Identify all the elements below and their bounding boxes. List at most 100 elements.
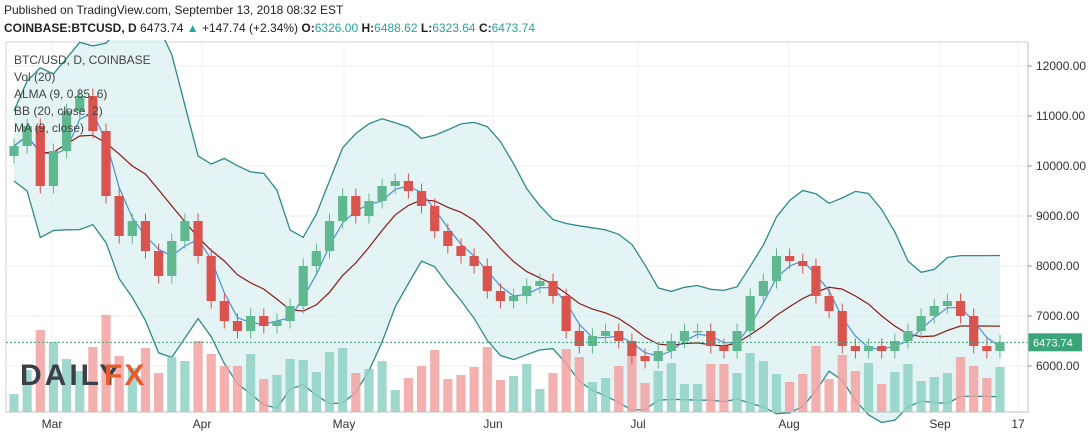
volume-bar <box>627 354 637 412</box>
candle-body <box>324 221 335 251</box>
y-tick-label: 10000.00 <box>1036 159 1086 173</box>
candle-body <box>811 266 821 296</box>
open-label: O: <box>301 21 315 35</box>
volume-bar <box>285 359 295 412</box>
x-tick-label: Aug <box>778 417 799 431</box>
candle-body <box>482 266 492 291</box>
volume-bar <box>456 375 466 412</box>
candle-body <box>364 201 374 216</box>
volume-bar <box>903 364 913 412</box>
candle-body <box>338 196 348 221</box>
volume-bar <box>929 377 939 412</box>
volume-bar <box>837 355 847 412</box>
candle-body <box>719 346 729 351</box>
candle-body <box>259 316 269 326</box>
candle-body <box>982 346 992 351</box>
open-value: 6326.00 <box>314 21 359 35</box>
y-tick-label: 11000.00 <box>1036 109 1085 123</box>
volume-bar <box>600 378 611 412</box>
volume-bar <box>377 361 387 412</box>
y-tick-label: 8000.00 <box>1036 259 1080 273</box>
candle-body <box>929 306 939 316</box>
x-tick-label: Sep <box>929 417 951 431</box>
volume-bar <box>416 366 427 412</box>
candle-body <box>916 316 926 331</box>
volume-bar <box>469 367 479 412</box>
candle-body <box>587 336 598 346</box>
volume-bar <box>364 369 374 412</box>
volume-bar <box>443 379 453 412</box>
bollinger-lower-line <box>13 180 1001 424</box>
candle-body <box>600 331 611 336</box>
low-value: 6323.64 <box>432 21 476 35</box>
low-label: L: <box>420 21 433 35</box>
volume-bar <box>338 348 348 412</box>
candle-body <box>679 331 690 341</box>
y-tick-label: 6000.00 <box>1036 359 1080 373</box>
volume-bar <box>890 372 900 412</box>
high-label: H: <box>361 21 375 35</box>
volume-bar <box>587 382 598 412</box>
volume-bar <box>811 346 821 412</box>
candle-body <box>285 306 295 321</box>
bollinger-upper-line <box>13 40 1001 293</box>
candle-body <box>666 341 676 351</box>
volume-bar <box>535 389 545 412</box>
volume-bar <box>693 384 703 412</box>
close-label: C: <box>478 21 492 35</box>
volume-bar <box>180 361 190 412</box>
volume-bar <box>351 373 361 412</box>
legend-entry: ALMA (9, 0.85, 6) <box>14 87 107 101</box>
x-tick-label: Mar <box>42 417 63 431</box>
volume-bar <box>574 357 584 412</box>
price-chart[interactable]: 6473.74 12000.00 11000.00 10000.00 9000.00 80… <box>0 40 1092 443</box>
x-tick-label: Apr <box>193 417 212 431</box>
x-tick-label: 17 <box>1011 417 1025 431</box>
volume-bar <box>482 347 492 412</box>
volume-bar <box>732 373 742 412</box>
volume-bar <box>745 353 755 412</box>
candle-body <box>430 206 440 231</box>
volume-bar <box>508 376 519 412</box>
candle-body <box>745 296 755 331</box>
volume-bar <box>259 379 269 412</box>
candle-body <box>890 341 900 351</box>
candle-body <box>101 131 111 196</box>
candle-body <box>877 346 887 351</box>
candle-body <box>246 316 256 331</box>
y-tick-label: 7000.00 <box>1036 309 1080 323</box>
volume-bar <box>955 357 966 412</box>
volume-bar <box>614 366 624 412</box>
candle-body <box>167 241 177 276</box>
candle-body <box>548 281 558 296</box>
candle-body <box>180 221 190 241</box>
candle-body <box>127 221 137 236</box>
legend-entry: BB (20, close, 2) <box>14 104 103 118</box>
y-tick-label: 12000.00 <box>1036 59 1086 73</box>
high-value: 6488.62 <box>374 21 418 35</box>
candle-body <box>61 111 72 151</box>
candle-body <box>863 346 874 351</box>
candle-body <box>535 281 545 286</box>
candle-body <box>771 256 782 281</box>
candle-body <box>140 221 151 251</box>
volume-bar <box>390 390 400 412</box>
volume-bar <box>561 349 571 412</box>
legend-entry: Vol (20) <box>14 70 55 84</box>
volume-bar <box>219 366 229 412</box>
last-price: 6473.74 <box>140 21 184 35</box>
legend-entry: BTC/USD, D, COINBASE <box>14 53 151 67</box>
candle-body <box>495 291 506 301</box>
volume-bar <box>719 364 729 412</box>
volume-bar <box>272 375 282 412</box>
candle-body <box>903 331 913 341</box>
volume-bar <box>666 363 676 412</box>
candle-body <box>193 221 203 256</box>
moving-average-line <box>13 134 1001 347</box>
candle-body <box>942 301 953 306</box>
up-arrow-icon: ▲ <box>186 21 199 35</box>
candle-body <box>403 181 414 191</box>
watermark-logo-fx: FX <box>104 359 146 392</box>
volume-bar <box>430 350 440 412</box>
candle-body <box>351 196 361 216</box>
